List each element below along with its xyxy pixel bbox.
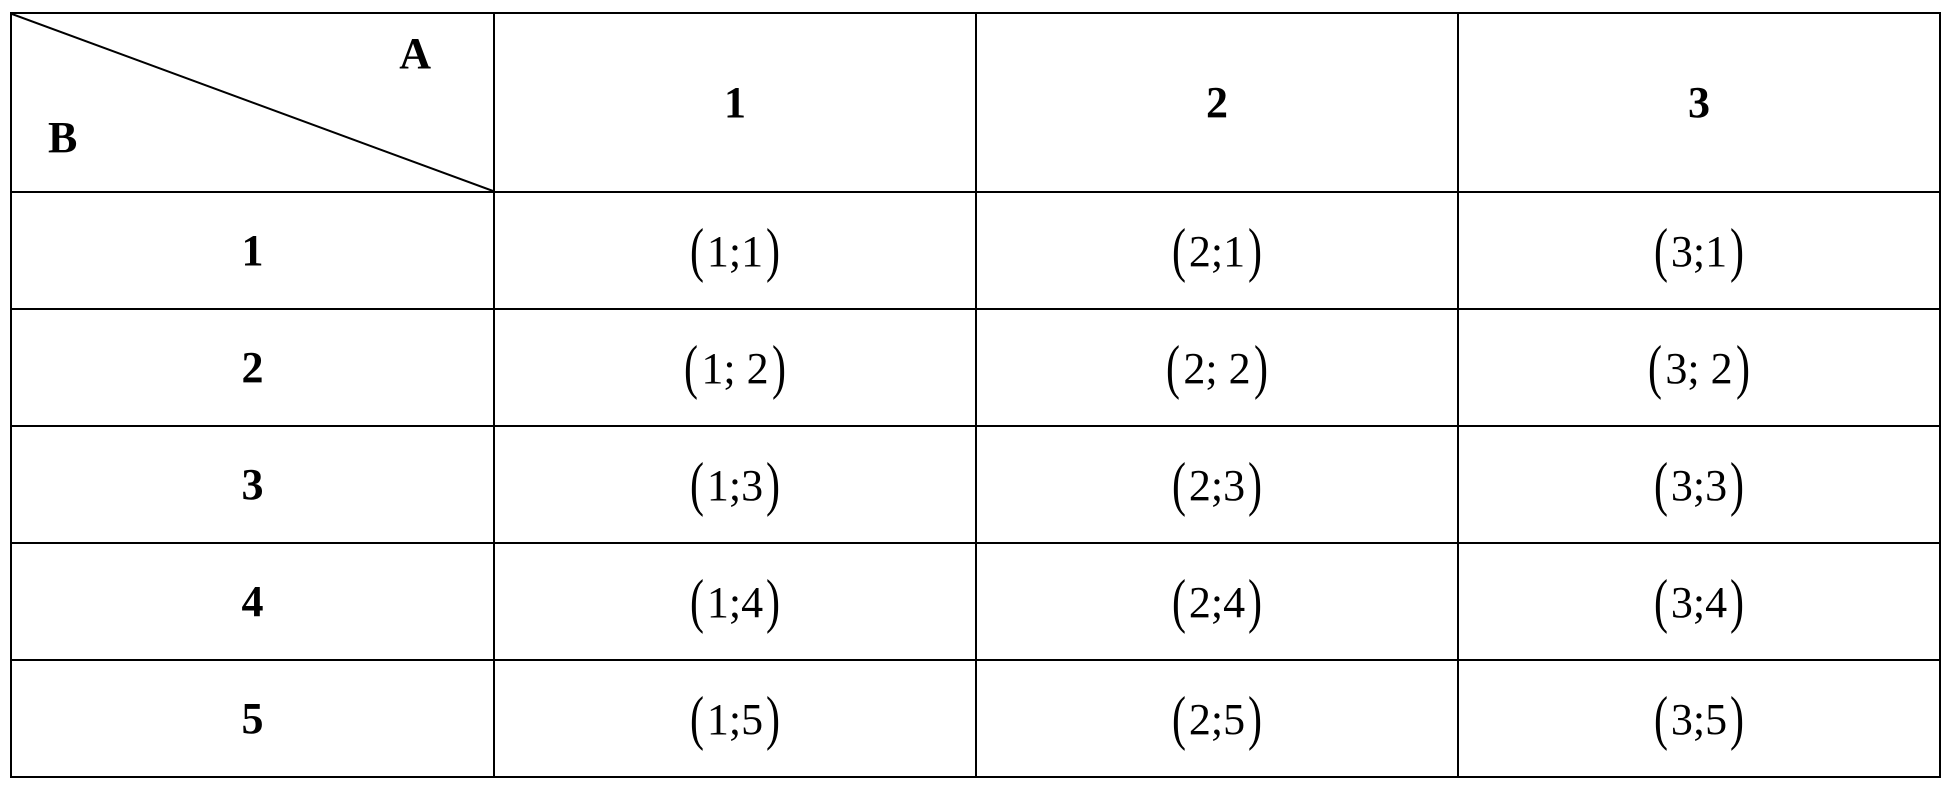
- table-row: 1 (1;1) (2;1) (3;1): [10, 191, 1941, 310]
- row-variable-label: B: [48, 113, 78, 162]
- outcome-cell: (2;4): [975, 542, 1459, 661]
- right-paren: ): [1248, 685, 1263, 751]
- outcome-value: 3;5: [1670, 695, 1728, 744]
- left-paren: (: [1653, 217, 1668, 283]
- outcome-cell: (1;1): [493, 191, 977, 310]
- outcome-cell: (1;3): [493, 425, 977, 544]
- outcome-cell: (3; 2): [1457, 308, 1941, 427]
- right-paren: ): [1735, 334, 1750, 400]
- outcome-value: 2; 2: [1183, 344, 1251, 393]
- outcome-cell: (2;5): [975, 659, 1459, 778]
- right-paren: ): [1248, 451, 1263, 517]
- left-paren: (: [1171, 217, 1186, 283]
- right-paren: ): [766, 568, 781, 634]
- right-paren: ): [1730, 685, 1745, 751]
- row-header: 5: [10, 659, 495, 778]
- right-paren: ): [1248, 568, 1263, 634]
- left-paren: (: [689, 568, 704, 634]
- outcome-value: 1;5: [706, 695, 764, 744]
- left-paren: (: [1653, 685, 1668, 751]
- table-row: 3 (1;3) (2;3) (3;3): [10, 425, 1941, 544]
- outcome-value: 2;4: [1188, 578, 1246, 627]
- outcome-cell: (3;4): [1457, 542, 1941, 661]
- outcome-value: 1; 2: [701, 344, 769, 393]
- outcome-cell: (3;5): [1457, 659, 1941, 778]
- left-paren: (: [689, 451, 704, 517]
- outcome-value: 1;4: [706, 578, 764, 627]
- column-header: 3: [1457, 12, 1941, 193]
- outcome-cell: (1;5): [493, 659, 977, 778]
- row-header: 4: [10, 542, 495, 661]
- outcome-value: 2;3: [1188, 461, 1246, 510]
- row-header: 3: [10, 425, 495, 544]
- right-paren: ): [1730, 568, 1745, 634]
- left-paren: (: [1166, 334, 1181, 400]
- right-paren: ): [766, 451, 781, 517]
- table-row: 5 (1;5) (2;5) (3;5): [10, 659, 1941, 778]
- right-paren: ): [771, 334, 786, 400]
- outcome-value: 2;5: [1188, 695, 1246, 744]
- outcome-cell: (2;3): [975, 425, 1459, 544]
- right-paren: ): [766, 685, 781, 751]
- left-paren: (: [1171, 568, 1186, 634]
- outcome-value: 3;3: [1670, 461, 1728, 510]
- column-header: 2: [975, 12, 1459, 193]
- right-paren: ): [1730, 451, 1745, 517]
- outcome-value: 1;3: [706, 461, 764, 510]
- outcome-cell: (3;1): [1457, 191, 1941, 310]
- outcome-cell: (2; 2): [975, 308, 1459, 427]
- diagonal-divider: [12, 14, 493, 191]
- left-paren: (: [689, 217, 704, 283]
- right-paren: ): [1730, 217, 1745, 283]
- row-header: 2: [10, 308, 495, 427]
- outcome-value: 1;1: [706, 227, 764, 276]
- right-paren: ): [766, 217, 781, 283]
- row-header: 1: [10, 191, 495, 310]
- left-paren: (: [1653, 568, 1668, 634]
- column-header: 1: [493, 12, 977, 193]
- column-variable-label: A: [399, 29, 431, 78]
- left-paren: (: [1171, 685, 1186, 751]
- right-paren: ): [1253, 334, 1268, 400]
- outcome-value: 3;1: [1670, 227, 1728, 276]
- outcome-cell: (3;3): [1457, 425, 1941, 544]
- left-paren: (: [1653, 451, 1668, 517]
- outcome-value: 2;1: [1188, 227, 1246, 276]
- outcome-value: 3;4: [1670, 578, 1728, 627]
- outcome-cell: (2;1): [975, 191, 1459, 310]
- left-paren: (: [1648, 334, 1663, 400]
- left-paren: (: [1171, 451, 1186, 517]
- left-paren: (: [689, 685, 704, 751]
- table-row: 2 (1; 2) (2; 2) (3; 2): [10, 308, 1941, 427]
- right-paren: ): [1248, 217, 1263, 283]
- corner-cell: A B: [10, 12, 495, 193]
- left-paren: (: [684, 334, 699, 400]
- header-row: A B 1 2 3: [10, 12, 1941, 193]
- table-row: 4 (1;4) (2;4) (3;4): [10, 542, 1941, 661]
- outcome-value: 3; 2: [1665, 344, 1733, 393]
- outcome-table: A B 1 2 3 1 (1;1) (2;1) (3;1) 2 (1; 2) (2; 2)(…: [10, 12, 1941, 778]
- outcome-cell: (1; 2): [493, 308, 977, 427]
- outcome-cell: (1;4): [493, 542, 977, 661]
